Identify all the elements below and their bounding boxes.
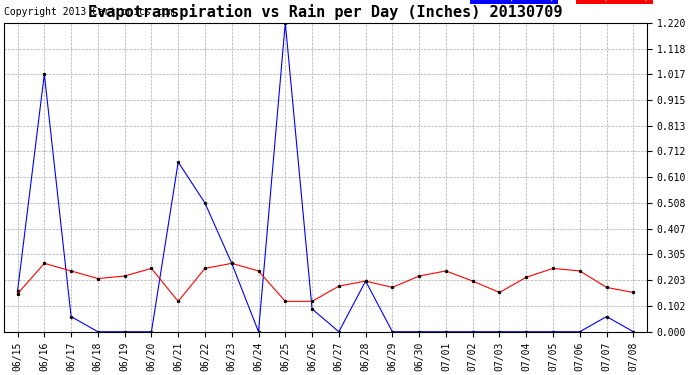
Text: ET  (Inches): ET (Inches) [580, 0, 650, 2]
Title: Evapotranspiration vs Rain per Day (Inches) 20130709: Evapotranspiration vs Rain per Day (Inch… [88, 4, 563, 20]
Text: Copyright 2013 Cartronics.com: Copyright 2013 Cartronics.com [4, 6, 175, 16]
Text: Rain  (Inches): Rain (Inches) [473, 0, 555, 2]
